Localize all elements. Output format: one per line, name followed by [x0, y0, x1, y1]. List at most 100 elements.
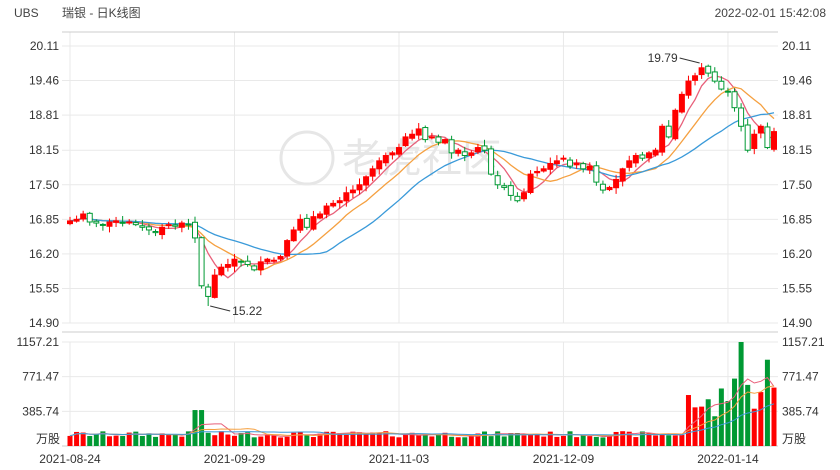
- volume-bar[interactable]: [337, 433, 343, 446]
- volume-bar[interactable]: [330, 431, 336, 446]
- candle-body[interactable]: [415, 128, 422, 136]
- candle-body[interactable]: [534, 170, 541, 174]
- volume-bar[interactable]: [396, 437, 402, 446]
- volume-bar[interactable]: [139, 435, 145, 446]
- volume-bar[interactable]: [192, 410, 198, 446]
- candle-body[interactable]: [178, 222, 185, 228]
- volume-bar[interactable]: [212, 435, 218, 446]
- candle-body[interactable]: [402, 136, 409, 147]
- volume-bar[interactable]: [607, 435, 613, 446]
- volume-bar[interactable]: [528, 435, 534, 446]
- candle-body[interactable]: [119, 221, 126, 224]
- candle-body[interactable]: [330, 202, 337, 207]
- candle-body[interactable]: [764, 126, 771, 149]
- candle-body[interactable]: [192, 221, 199, 239]
- volume-bar[interactable]: [771, 387, 777, 446]
- volume-bar[interactable]: [403, 435, 409, 446]
- candle-body[interactable]: [205, 286, 212, 297]
- candle-body[interactable]: [159, 226, 166, 236]
- volume-bar[interactable]: [317, 433, 323, 446]
- candle-body[interactable]: [771, 131, 777, 150]
- volume-bar[interactable]: [455, 437, 461, 446]
- candle-body[interactable]: [711, 71, 718, 82]
- volume-bar[interactable]: [100, 431, 106, 446]
- volume-bar[interactable]: [699, 406, 705, 446]
- volume-bar[interactable]: [126, 432, 132, 446]
- volume-bar[interactable]: [600, 437, 606, 446]
- candle-body[interactable]: [297, 218, 304, 231]
- volume-bar[interactable]: [205, 432, 211, 446]
- candle-body[interactable]: [67, 220, 73, 225]
- candle-body[interactable]: [527, 173, 534, 194]
- volume-bar[interactable]: [679, 434, 685, 446]
- volume-bar[interactable]: [462, 437, 468, 446]
- volume-bar[interactable]: [732, 378, 738, 446]
- volume-bar[interactable]: [231, 435, 237, 446]
- volume-bar[interactable]: [389, 436, 395, 446]
- candle-body[interactable]: [606, 186, 613, 191]
- volume-bar[interactable]: [574, 437, 580, 446]
- volume-bar[interactable]: [113, 435, 119, 446]
- candle-body[interactable]: [659, 125, 666, 153]
- candle-body[interactable]: [501, 185, 508, 188]
- candle-body[interactable]: [93, 220, 100, 224]
- volume-bar[interactable]: [442, 432, 448, 446]
- volume-bar[interactable]: [166, 434, 172, 446]
- volume-bar[interactable]: [264, 434, 270, 446]
- candle-body[interactable]: [613, 178, 620, 189]
- volume-bar[interactable]: [580, 435, 586, 446]
- volume-bar[interactable]: [199, 410, 205, 446]
- candle-body[interactable]: [336, 200, 343, 204]
- volume-bar[interactable]: [554, 436, 560, 446]
- volume-bar[interactable]: [350, 431, 356, 446]
- volume-bar[interactable]: [238, 433, 244, 446]
- candle-body[interactable]: [73, 218, 80, 222]
- candle-body[interactable]: [757, 125, 764, 134]
- candle-body[interactable]: [257, 261, 264, 271]
- volume-bar[interactable]: [666, 435, 672, 446]
- candle-body[interactable]: [455, 149, 462, 154]
- volume-bar[interactable]: [258, 436, 264, 446]
- volume-bar[interactable]: [218, 431, 224, 446]
- candle-body[interactable]: [718, 80, 725, 90]
- candle-body[interactable]: [211, 274, 218, 298]
- volume-bar[interactable]: [376, 432, 382, 446]
- candle-body[interactable]: [172, 224, 179, 227]
- volume-bar[interactable]: [764, 359, 770, 446]
- candle-body[interactable]: [244, 260, 251, 266]
- volume-bar[interactable]: [271, 435, 277, 446]
- volume-bar[interactable]: [74, 431, 80, 446]
- candle-body[interactable]: [369, 168, 376, 177]
- candle-body[interactable]: [461, 151, 468, 157]
- volume-bar[interactable]: [468, 436, 474, 446]
- candle-body[interactable]: [395, 147, 402, 155]
- volume-bar[interactable]: [363, 433, 369, 446]
- candle-body[interactable]: [593, 165, 600, 183]
- volume-bar[interactable]: [435, 434, 441, 446]
- candle-body[interactable]: [626, 160, 633, 168]
- candle-body[interactable]: [132, 222, 139, 226]
- volume-bar[interactable]: [449, 436, 455, 446]
- volume-bar[interactable]: [738, 342, 744, 446]
- volume-bar[interactable]: [758, 392, 764, 446]
- volume-bar[interactable]: [67, 435, 73, 446]
- volume-bar[interactable]: [284, 436, 290, 446]
- volume-bar[interactable]: [482, 431, 488, 446]
- candle-body[interactable]: [198, 237, 205, 287]
- candle-body[interactable]: [488, 148, 495, 175]
- candle-body[interactable]: [317, 213, 324, 219]
- volume-bar[interactable]: [383, 431, 389, 446]
- candle-body[interactable]: [376, 160, 383, 170]
- candle-body[interactable]: [382, 155, 389, 164]
- candle-body[interactable]: [139, 225, 146, 228]
- volume-bar[interactable]: [626, 431, 632, 446]
- candle-body[interactable]: [231, 258, 238, 267]
- candle-body[interactable]: [165, 224, 172, 227]
- candle-body[interactable]: [106, 221, 113, 227]
- volume-bar[interactable]: [297, 431, 303, 446]
- candle-body[interactable]: [514, 195, 521, 202]
- volume-bar[interactable]: [685, 395, 691, 446]
- candle-body[interactable]: [507, 185, 514, 196]
- volume-bar[interactable]: [501, 436, 507, 446]
- candle-body[interactable]: [152, 231, 159, 234]
